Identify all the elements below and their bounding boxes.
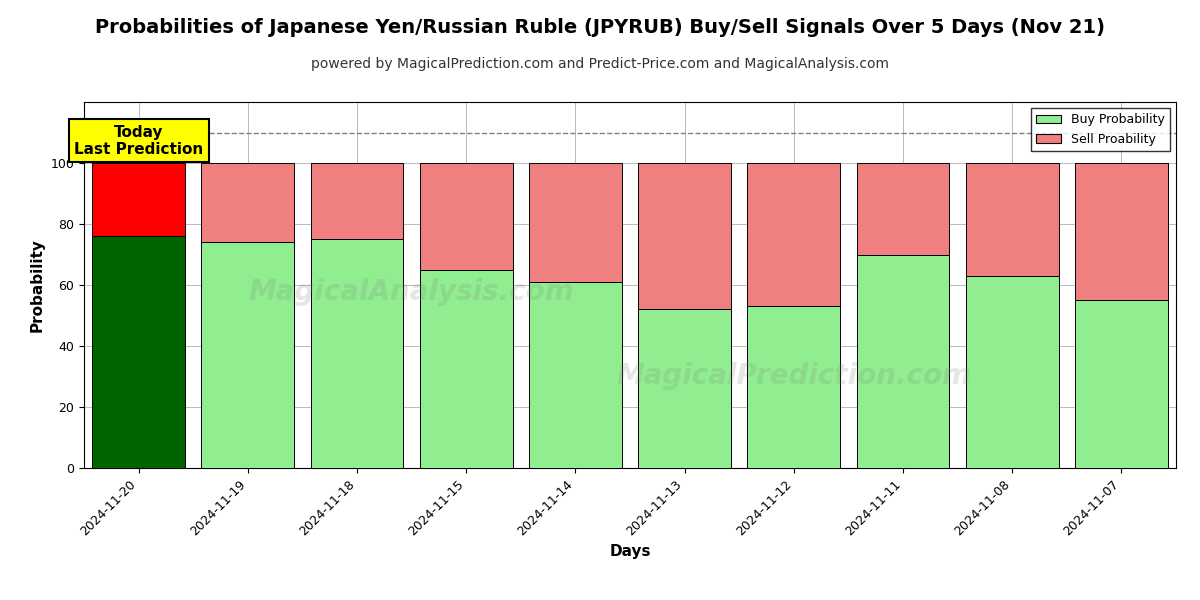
Bar <box>966 276 1058 468</box>
Bar <box>92 236 185 468</box>
Text: Today
Last Prediction: Today Last Prediction <box>74 125 203 157</box>
Bar <box>857 163 949 254</box>
Bar <box>966 163 1058 276</box>
Bar <box>638 163 731 310</box>
Bar <box>857 254 949 468</box>
Bar <box>420 270 512 468</box>
Bar <box>420 163 512 270</box>
Bar <box>311 239 403 468</box>
Bar <box>92 163 185 236</box>
Bar <box>1075 163 1168 300</box>
Bar <box>529 282 622 468</box>
Legend: Buy Probability, Sell Proability: Buy Probability, Sell Proability <box>1031 108 1170 151</box>
Bar <box>638 310 731 468</box>
X-axis label: Days: Days <box>610 544 650 559</box>
Bar <box>311 163 403 239</box>
Text: powered by MagicalPrediction.com and Predict-Price.com and MagicalAnalysis.com: powered by MagicalPrediction.com and Pre… <box>311 57 889 71</box>
Bar <box>748 163 840 307</box>
Bar <box>202 163 294 242</box>
Bar <box>529 163 622 282</box>
Bar <box>1075 300 1168 468</box>
Text: MagicalAnalysis.com: MagicalAnalysis.com <box>248 278 575 307</box>
Y-axis label: Probability: Probability <box>30 238 44 332</box>
Bar <box>748 307 840 468</box>
Text: Probabilities of Japanese Yen/Russian Ruble (JPYRUB) Buy/Sell Signals Over 5 Day: Probabilities of Japanese Yen/Russian Ru… <box>95 18 1105 37</box>
Text: MagicalPrediction.com: MagicalPrediction.com <box>617 362 971 391</box>
Bar <box>202 242 294 468</box>
